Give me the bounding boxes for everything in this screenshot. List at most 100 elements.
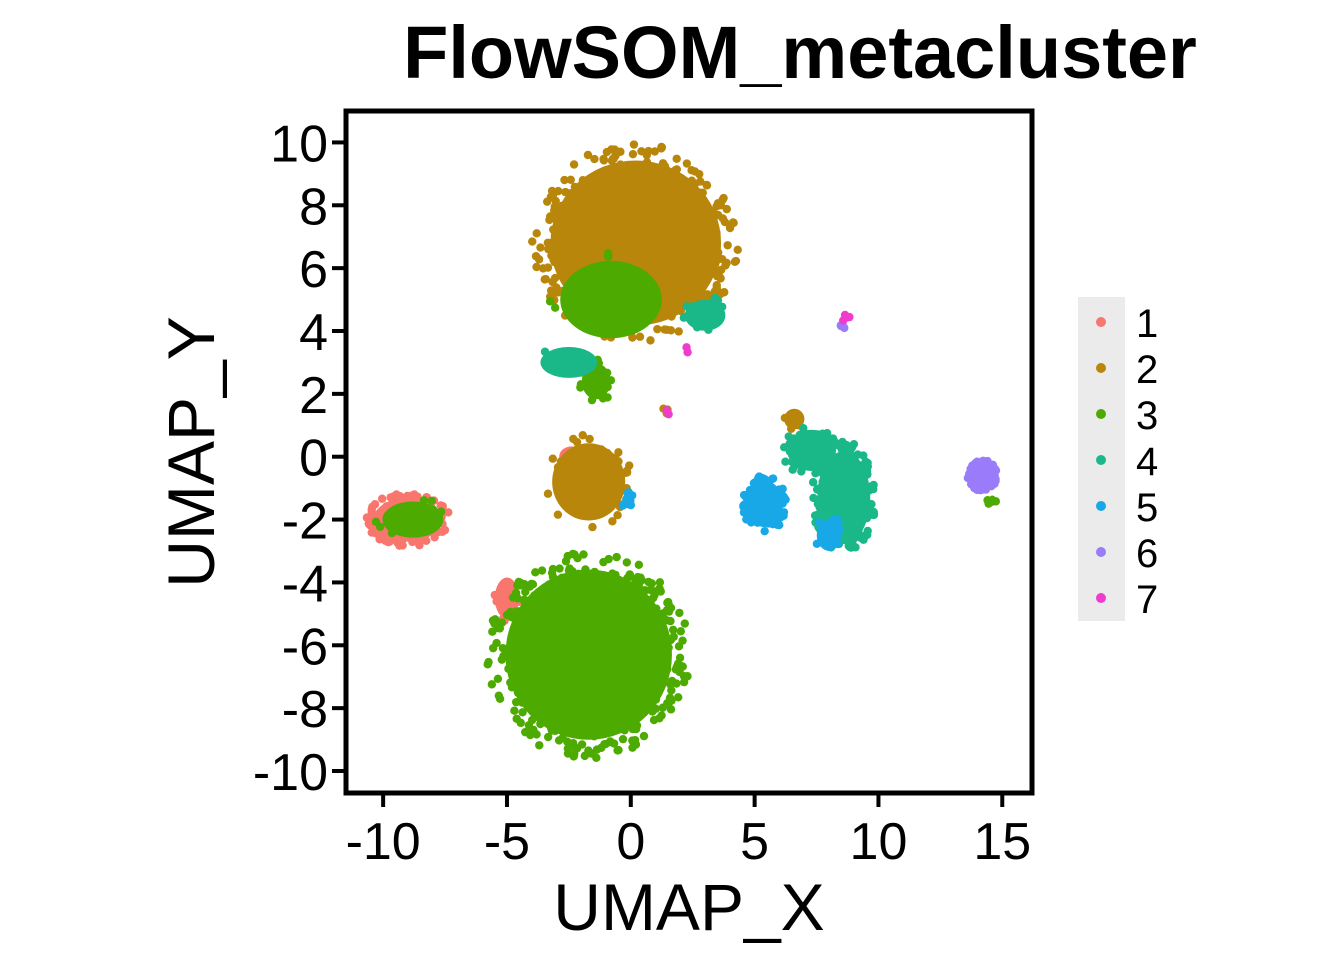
data-point — [602, 175, 612, 184]
data-point — [663, 266, 672, 275]
data-point — [573, 468, 582, 477]
data-point — [574, 598, 584, 607]
chart-title: FlowSOM_metacluster — [403, 11, 1197, 94]
data-point — [858, 475, 868, 484]
data-point — [624, 173, 634, 182]
data-point — [794, 460, 804, 469]
data-point — [652, 604, 661, 613]
data-point — [555, 564, 564, 573]
data-point — [495, 624, 505, 633]
data-point — [586, 726, 595, 735]
data-point — [577, 740, 587, 749]
data-point — [786, 446, 796, 455]
data-point — [526, 651, 535, 660]
data-point — [534, 255, 544, 264]
data-point — [595, 206, 605, 215]
data-point — [963, 473, 973, 483]
data-point — [621, 579, 630, 588]
data-point — [641, 220, 650, 229]
data-point — [646, 617, 655, 627]
data-point — [676, 627, 685, 636]
data-point — [603, 232, 612, 241]
data-point — [538, 629, 548, 638]
data-point — [611, 453, 620, 463]
data-point — [661, 164, 670, 173]
legend-key-2 — [1096, 363, 1106, 373]
data-point — [655, 578, 665, 587]
data-point — [580, 243, 590, 252]
data-point — [697, 306, 706, 316]
data-point — [524, 635, 533, 645]
data-point — [660, 667, 669, 677]
data-point — [497, 655, 507, 664]
data-point — [682, 159, 692, 168]
data-point — [825, 505, 834, 514]
data-point — [605, 216, 615, 226]
data-point — [835, 502, 844, 512]
data-point — [643, 173, 652, 183]
data-point — [403, 491, 412, 501]
data-point — [436, 507, 446, 516]
data-point — [718, 302, 727, 312]
data-point — [580, 617, 589, 626]
data-point — [751, 492, 761, 501]
data-point — [578, 431, 587, 440]
x-axis: -10 -5 0 5 10 15 — [346, 795, 1031, 871]
data-point — [540, 275, 549, 284]
data-point — [970, 470, 979, 480]
data-point — [706, 237, 716, 246]
data-point — [570, 577, 579, 586]
data-point — [492, 597, 501, 606]
data-point — [495, 694, 505, 704]
data-point — [386, 493, 395, 502]
data-point — [817, 488, 826, 497]
data-point — [547, 186, 557, 196]
data-point — [579, 177, 588, 187]
data-point — [716, 201, 726, 210]
data-point — [615, 597, 624, 606]
data-point — [587, 686, 597, 696]
data-point — [370, 500, 380, 509]
data-point — [680, 249, 689, 258]
data-point — [575, 634, 584, 644]
data-point — [419, 496, 429, 505]
data-point — [516, 718, 525, 728]
data-point — [660, 653, 670, 662]
data-point — [612, 579, 622, 588]
data-point — [653, 650, 662, 659]
legend-key-6 — [1096, 547, 1106, 557]
data-point — [657, 251, 666, 260]
data-point — [589, 488, 599, 498]
data-point — [680, 619, 689, 628]
legend-label-3: 3 — [1136, 394, 1158, 438]
data-point — [980, 481, 989, 491]
data-point — [520, 595, 529, 604]
data-point — [757, 512, 767, 522]
data-point — [673, 659, 683, 668]
x-tick-label: 0 — [616, 813, 645, 871]
data-point — [535, 741, 544, 750]
data-point — [648, 707, 657, 716]
data-point — [511, 697, 521, 707]
data-point — [709, 320, 718, 329]
data-point — [509, 681, 518, 690]
data-point — [527, 715, 537, 725]
data-point — [666, 234, 675, 243]
data-point — [712, 297, 721, 306]
data-point — [603, 475, 612, 485]
data-point — [788, 465, 797, 474]
data-point — [592, 198, 602, 207]
x-tick-label: 15 — [973, 813, 1031, 871]
data-point — [629, 140, 639, 149]
data-point — [568, 567, 577, 576]
data-point — [583, 570, 592, 579]
data-point — [826, 494, 835, 504]
data-point — [484, 657, 493, 667]
data-point — [603, 686, 612, 695]
data-point — [643, 603, 652, 612]
data-point — [718, 214, 728, 223]
data-point — [822, 448, 831, 457]
data-point — [624, 585, 634, 595]
data-point — [723, 241, 732, 250]
data-point — [576, 224, 585, 233]
